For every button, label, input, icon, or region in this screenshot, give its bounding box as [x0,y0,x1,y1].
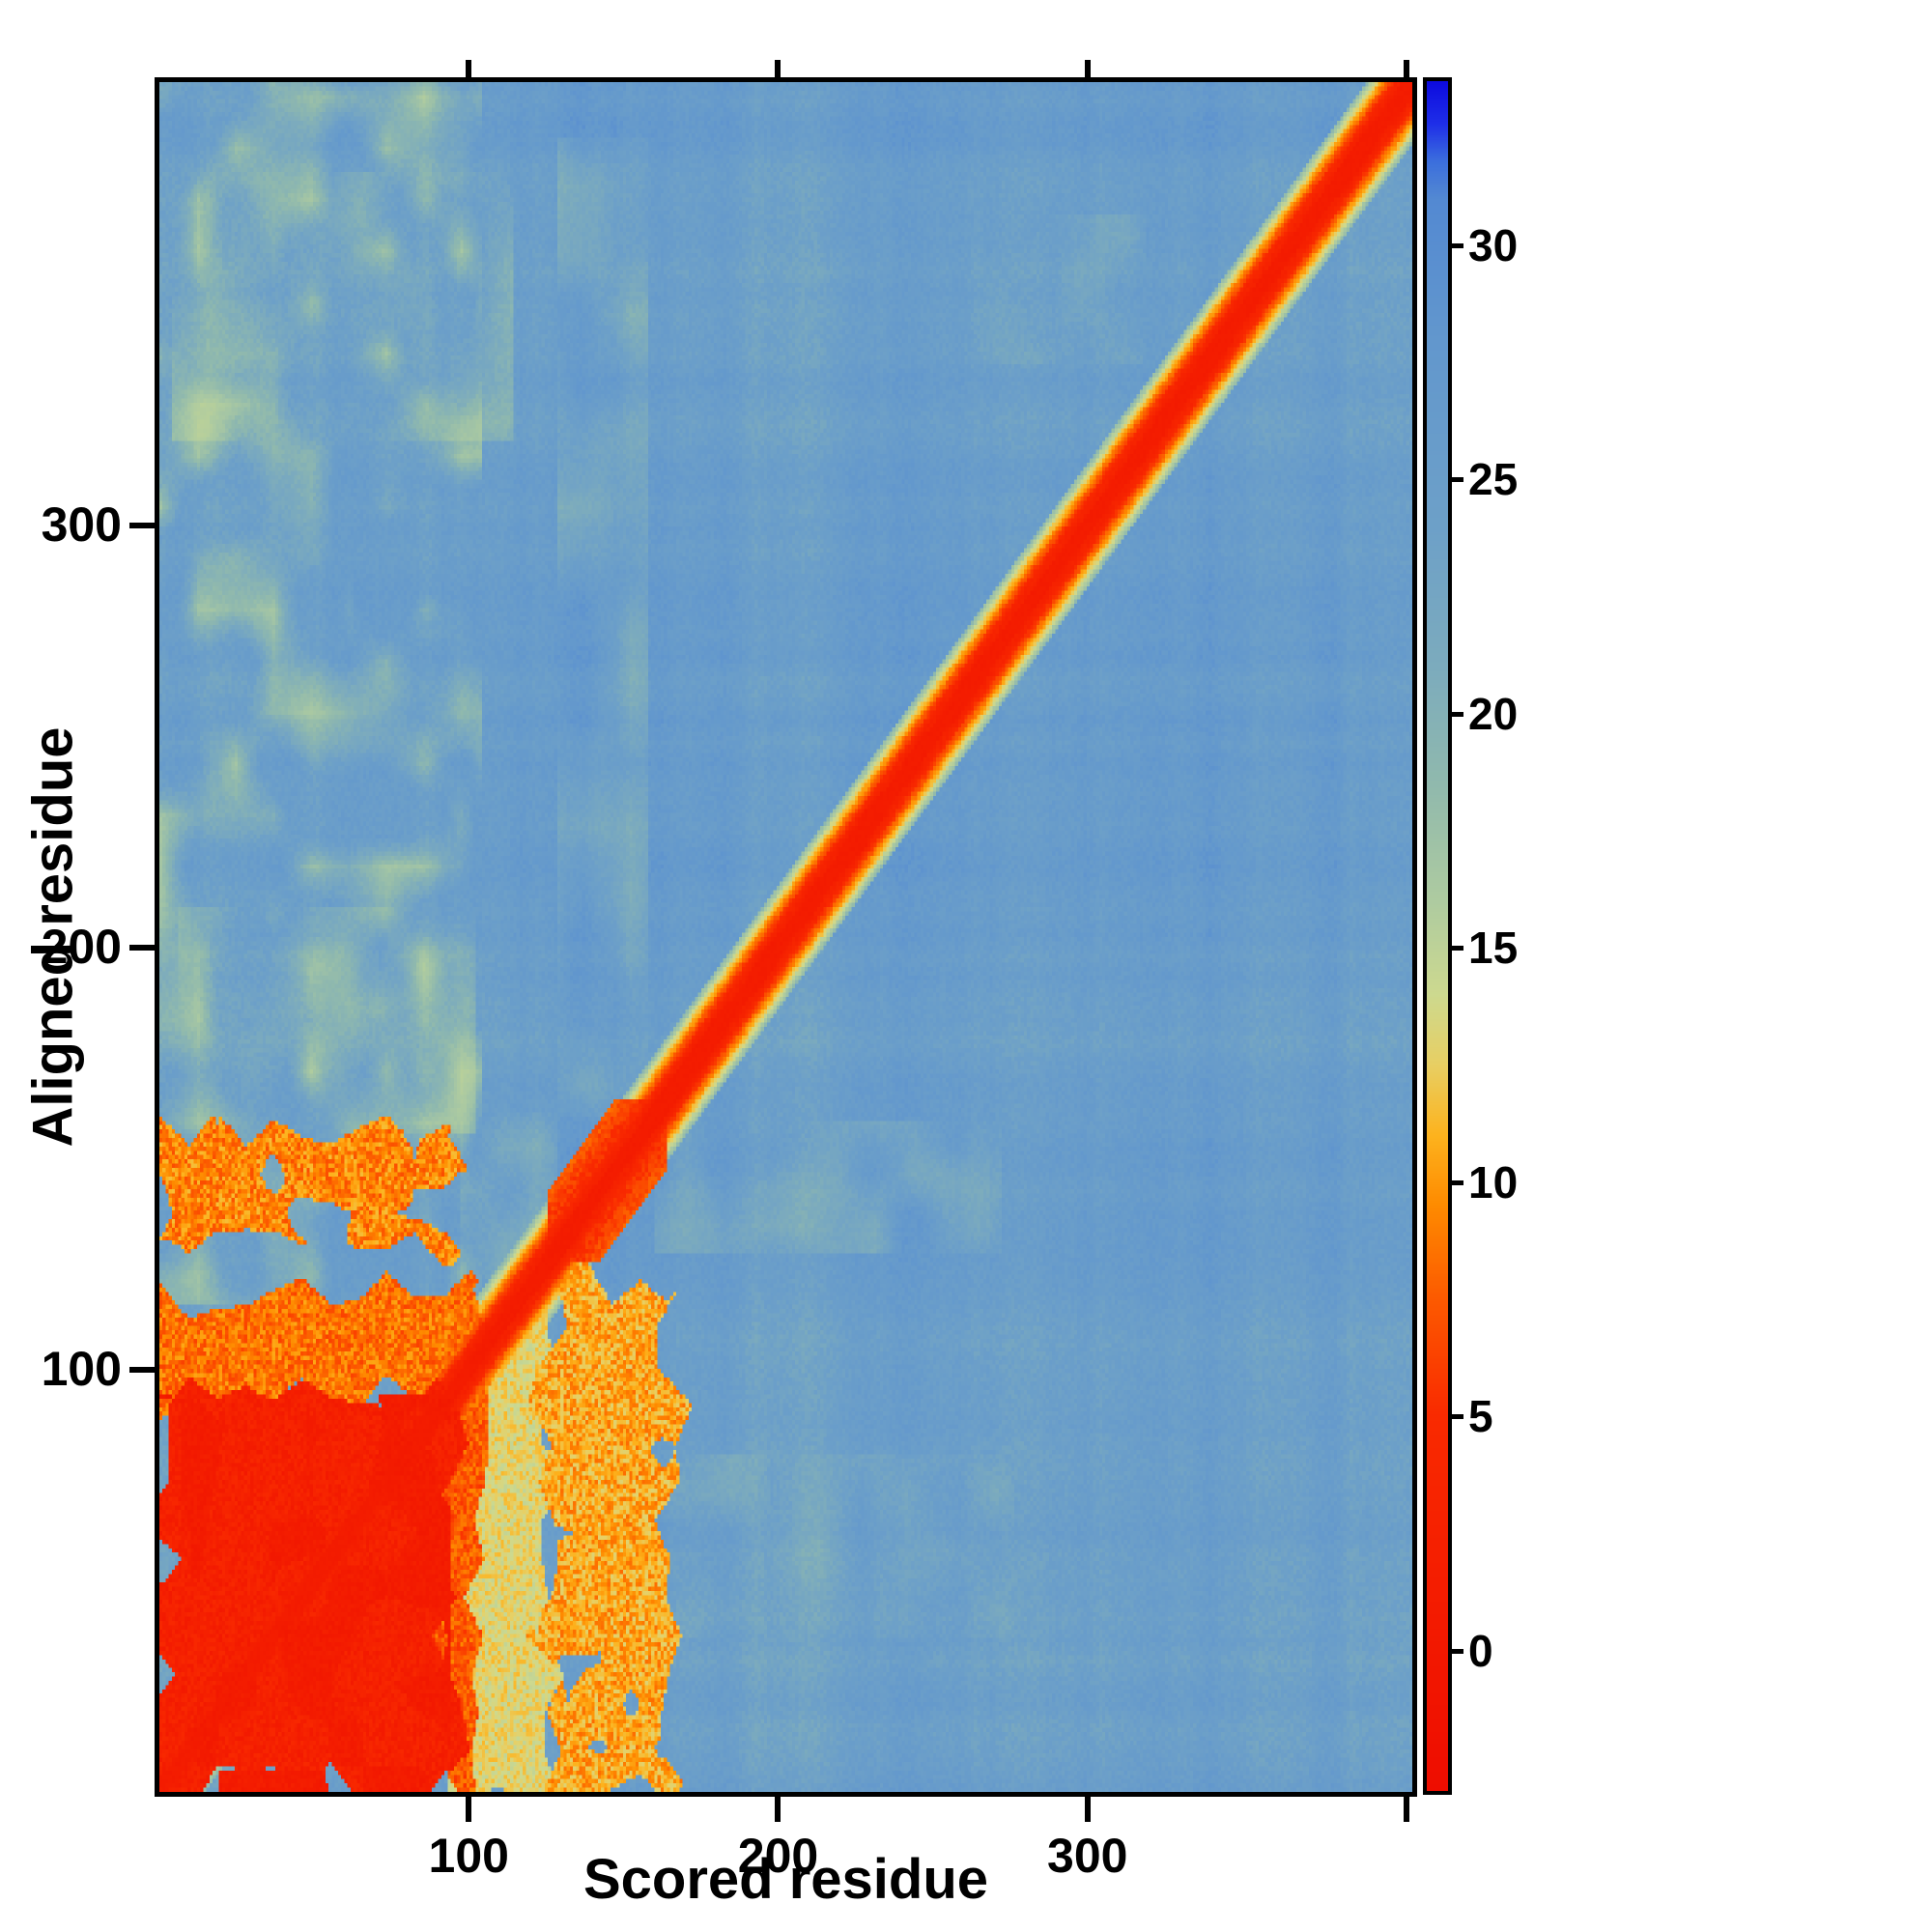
x-axis-top-tick [466,60,472,77]
colorbar-tick [1452,1179,1463,1185]
y-axis-tick [129,522,155,528]
y-tick-label: 100 [41,1341,122,1396]
colorbar-tick-label: 25 [1468,454,1519,505]
x-axis-top-tick [775,60,781,77]
colorbar-frame [1423,77,1452,1795]
x-tick-label: 100 [428,1829,509,1883]
x-axis-tick [775,1797,781,1822]
colorbar-tick-label: 30 [1468,219,1519,270]
colorbar-tick [1452,946,1463,952]
colorbar-tick [1452,711,1463,717]
x-axis-top-tick [1403,60,1409,77]
y-tick-label: 300 [41,497,122,552]
x-axis-tick [1084,1797,1091,1822]
x-axis-tick [466,1797,472,1822]
colorbar-tick [1452,1648,1463,1654]
colorbar-gradient [1427,81,1448,1791]
colorbar-tick-label: 15 [1468,923,1519,974]
x-tick-label: 200 [737,1829,819,1883]
colorbar-tick-label: 10 [1468,1156,1519,1208]
y-axis-tick [129,1366,155,1373]
colorbar-tick-label: 5 [1468,1391,1493,1442]
colorbar-tick [1452,477,1463,483]
x-tick-label: 300 [1047,1829,1128,1883]
x-axis-top-tick [1084,60,1091,77]
x-axis-title: Scored residue [582,1848,989,1911]
y-axis-tick [129,944,155,951]
plot-frame [155,77,1417,1797]
colorbar-tick-label: 20 [1468,688,1519,739]
colorbar-tick [1452,242,1463,248]
x-axis-tick [1403,1797,1409,1822]
heatmap-canvas [159,82,1412,1792]
y-tick-label: 200 [41,919,122,974]
colorbar-tick-label: 0 [1468,1625,1493,1676]
colorbar-tick [1452,1414,1463,1420]
